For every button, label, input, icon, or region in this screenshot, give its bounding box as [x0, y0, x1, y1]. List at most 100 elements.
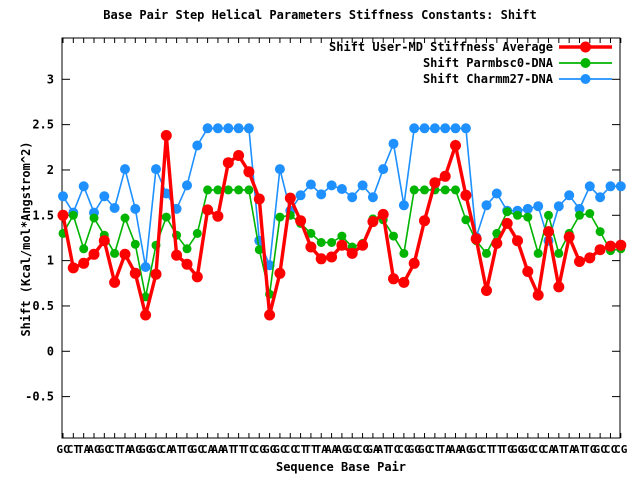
x-tick-label: AT [552, 443, 566, 456]
data-point [409, 123, 420, 134]
data-point [357, 180, 368, 191]
data-point [388, 138, 399, 149]
data-point [532, 289, 544, 301]
data-point [254, 245, 264, 255]
data-point [461, 215, 471, 225]
legend-point-sample [580, 41, 591, 53]
data-point [68, 210, 78, 220]
data-point [501, 217, 513, 229]
x-tick-label: GC [418, 443, 431, 456]
data-point [305, 241, 317, 253]
data-point [327, 238, 337, 247]
data-point [523, 212, 533, 222]
legend-label: Shift User-MD Stiffness Average [329, 40, 553, 54]
data-point [533, 248, 543, 258]
data-point [274, 267, 286, 279]
data-point [99, 191, 110, 202]
data-point [481, 285, 492, 296]
x-tick-label: GA [366, 443, 380, 456]
data-point [543, 226, 554, 238]
x-tick-label: GC [594, 443, 607, 456]
data-point [253, 193, 265, 205]
x-tick-label: TA [439, 443, 453, 456]
data-point [284, 192, 296, 204]
x-tick-label: AA [325, 443, 339, 456]
data-point [182, 244, 192, 254]
data-point [491, 188, 502, 199]
x-tick-label: TG [180, 443, 194, 456]
x-tick-label: TT [490, 443, 504, 456]
data-point [243, 123, 254, 134]
x-tick-label: CC [604, 443, 617, 456]
data-point [160, 130, 172, 141]
data-point [450, 123, 461, 134]
data-point [512, 235, 523, 247]
data-point [223, 185, 233, 195]
data-point [440, 185, 450, 195]
data-point [129, 267, 141, 279]
data-point [389, 231, 398, 241]
data-point [388, 273, 399, 285]
y-tick-label: -0.5 [25, 390, 54, 404]
x-tick-label: AA [211, 443, 225, 456]
x-tick-label: GG [263, 443, 277, 456]
data-point [584, 181, 595, 192]
data-point [491, 237, 503, 249]
data-point [316, 238, 326, 247]
data-point [440, 123, 451, 134]
data-point [243, 166, 255, 178]
data-point [377, 208, 389, 220]
data-point [420, 185, 429, 195]
data-point [378, 164, 389, 175]
data-point [295, 190, 306, 201]
data-point [212, 123, 223, 134]
data-point [615, 181, 626, 192]
data-point [419, 123, 430, 134]
x-tick-label: CA [201, 443, 215, 456]
data-point [274, 164, 285, 175]
chart-title: Base Pair Step Helical Parameters Stiffn… [103, 8, 537, 22]
data-point [171, 249, 183, 261]
data-point [398, 200, 409, 211]
x-tick-label: AG [459, 443, 473, 456]
data-point [130, 203, 141, 214]
data-point [233, 150, 245, 161]
legend-point-sample [580, 58, 591, 68]
x-tick-label: TA [118, 443, 132, 456]
data-point [223, 123, 234, 134]
x-tick-label: CC [284, 443, 297, 456]
data-point [326, 180, 337, 191]
data-point [88, 248, 100, 260]
data-point [399, 248, 409, 258]
data-point [315, 253, 327, 265]
data-point [408, 257, 420, 269]
data-point [337, 231, 347, 241]
x-tick-label: GC [191, 443, 204, 456]
x-tick-label: TA [315, 443, 329, 456]
data-point [522, 266, 534, 277]
data-point [533, 201, 544, 212]
x-tick-label: CT [108, 443, 122, 456]
data-point [544, 210, 553, 220]
y-axis-label: Shift (Kcal/mol*Angstrom^2) [19, 141, 33, 337]
data-point [212, 210, 224, 222]
y-tick-label: 2.5 [32, 118, 54, 132]
data-point [522, 203, 533, 214]
data-point [605, 181, 616, 192]
y-tick-label: 0 [47, 344, 54, 358]
data-point [244, 185, 254, 195]
x-tick-label: CA [542, 443, 556, 456]
data-point [429, 177, 441, 189]
data-point [347, 192, 358, 203]
data-point [78, 257, 90, 269]
x-tick-label: GC [521, 443, 534, 456]
data-point [140, 309, 152, 321]
x-tick-label: TC [242, 443, 255, 456]
x-tick-label: CG [614, 443, 628, 456]
data-point [203, 185, 213, 195]
x-tick-label: GC [273, 443, 286, 456]
x-tick-label: AG [129, 443, 143, 456]
data-point [595, 192, 606, 203]
x-tick-label: TC [387, 443, 400, 456]
